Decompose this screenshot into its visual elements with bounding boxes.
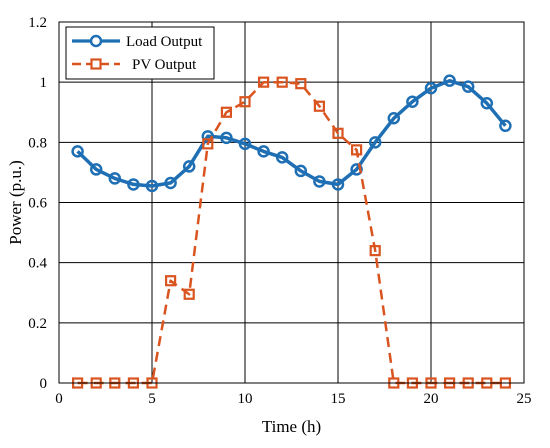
data-point xyxy=(499,119,512,133)
data-point xyxy=(424,81,438,95)
data-point xyxy=(331,178,345,191)
data-point xyxy=(332,127,344,139)
data-point xyxy=(313,100,325,112)
data-point xyxy=(313,175,326,188)
x-tick-label-5: 25 xyxy=(517,391,532,407)
data-point xyxy=(369,245,381,257)
data-point xyxy=(202,138,214,150)
data-point xyxy=(275,151,289,164)
data-point xyxy=(220,131,233,145)
data-point xyxy=(220,106,232,118)
legend-label-1: PV Output xyxy=(132,57,197,73)
x-tick-label-3: 15 xyxy=(331,391,346,407)
data-point xyxy=(183,288,195,300)
data-point xyxy=(257,145,270,158)
data-point xyxy=(239,96,251,108)
data-point xyxy=(368,136,382,149)
data-point xyxy=(127,178,140,191)
x-tick-label-4: 20 xyxy=(424,391,439,407)
data-point xyxy=(276,76,288,88)
data-point xyxy=(71,145,84,158)
x-tick-label-1: 5 xyxy=(148,391,156,407)
data-point xyxy=(108,172,122,185)
data-point xyxy=(350,163,363,176)
data-point xyxy=(295,78,307,90)
data-point xyxy=(387,112,401,125)
y-axis-label: Power (p.u.) xyxy=(6,160,25,245)
data-point xyxy=(406,95,419,108)
legend-marker-0 xyxy=(89,34,103,48)
data-point xyxy=(461,80,475,93)
data-point xyxy=(89,163,103,176)
data-point xyxy=(258,76,270,88)
data-point xyxy=(201,130,215,143)
plot-frame xyxy=(58,21,525,384)
legend-box xyxy=(65,26,215,80)
legend: Load Output PV Output xyxy=(65,26,215,80)
y-tick-label-4: 0.8 xyxy=(28,135,47,151)
legend-marker-1 xyxy=(90,58,102,70)
x-tick-label-2: 10 xyxy=(238,391,253,407)
y-tick-label-3: 0.6 xyxy=(28,196,47,212)
data-point xyxy=(164,176,177,190)
data-point xyxy=(145,179,159,193)
series-0 xyxy=(71,74,512,193)
y-tick-label-2: 0.4 xyxy=(28,256,47,272)
series-line-0 xyxy=(76,78,507,188)
data-point xyxy=(165,275,177,287)
ticks: 0 5 10 15 20 25 0 0.2 0.4 0.6 0.8 1 1.2 xyxy=(28,15,531,407)
legend-label-0: Load Output xyxy=(126,34,203,50)
y-tick-label-1: 0.2 xyxy=(28,316,47,332)
x-axis-label: Time (h) xyxy=(262,417,321,436)
data-point xyxy=(182,160,196,173)
x-tick-label-0: 0 xyxy=(55,391,63,407)
data-point xyxy=(351,144,363,156)
y-tick-label-0: 0 xyxy=(40,376,48,392)
y-tick-label-5: 1 xyxy=(40,75,48,91)
data-point xyxy=(480,96,494,110)
data-point xyxy=(238,137,252,151)
data-point xyxy=(294,164,308,178)
data-point xyxy=(443,74,456,87)
y-tick-label-6: 1.2 xyxy=(28,15,47,31)
